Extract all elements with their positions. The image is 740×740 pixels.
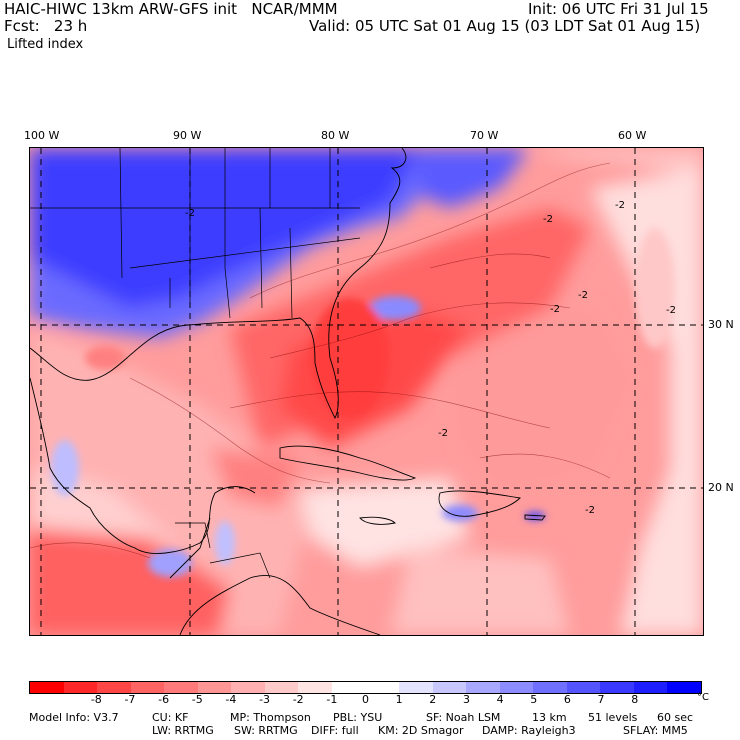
color-scale-tick-label: -6 xyxy=(158,693,170,706)
color-scale-tick-label: 2 xyxy=(429,693,437,706)
lon-label-60w: 60 W xyxy=(618,129,647,142)
model-info-mp: MP: Thompson xyxy=(230,711,311,724)
color-scale-tick-label: 1 xyxy=(395,693,403,706)
model-info-resolution: 13 km xyxy=(532,711,567,724)
lon-label-70w: 70 W xyxy=(470,129,499,142)
color-scale-swatch xyxy=(264,682,299,693)
color-scale-tick-label: -2 xyxy=(292,693,304,706)
color-scale-swatch xyxy=(130,682,165,693)
lon-label-90w: 90 W xyxy=(173,129,202,142)
color-scale-tick-label: 0 xyxy=(362,693,369,706)
color-scale-bar xyxy=(29,681,702,694)
model-info-pbl: PBL: YSU xyxy=(333,711,383,724)
coastlines xyxy=(30,148,546,635)
color-scale-swatch xyxy=(63,682,98,693)
color-scale-swatch xyxy=(499,682,534,693)
color-scale-tick-label: 3 xyxy=(462,693,470,706)
color-scale-tick-label: 8 xyxy=(631,693,639,706)
model-info-sflay: SFLAY: MM5 xyxy=(623,724,688,737)
valid-time: Valid: 05 UTC Sat 01 Aug 15 (03 LDT Sat … xyxy=(309,17,701,35)
init-time: Init: 06 UTC Fri 31 Jul 15 xyxy=(528,0,709,18)
lat-label-20n: 20 N xyxy=(708,481,734,494)
color-scale-tick-label: 7 xyxy=(597,693,605,706)
color-scale-tick-label: 5 xyxy=(530,693,538,706)
color-scale-tick-label: -5 xyxy=(191,693,203,706)
lifted-index-map: -2 -2 -2 -2 -2 -2 -2 -2 xyxy=(29,147,704,636)
shading-detail xyxy=(51,228,675,577)
contour-label: -2 xyxy=(615,200,625,211)
plot-title: HAIC-HIWC 13km ARW-GFS init NCAR/MMM xyxy=(4,0,338,18)
contour-label: -2 xyxy=(185,208,195,219)
color-scale-swatch xyxy=(566,682,601,693)
model-info-version: Model Info: V3.7 xyxy=(29,711,119,724)
contour-label: -2 xyxy=(543,214,553,225)
color-scale-swatch xyxy=(600,682,634,693)
contour-label: -2 xyxy=(666,305,676,316)
color-scale-swatch xyxy=(533,682,567,693)
color-scale-swatch xyxy=(97,682,131,693)
color-scale-tick-label: -3 xyxy=(259,693,271,706)
lon-label-100w: 100 W xyxy=(24,129,60,142)
contours xyxy=(30,162,611,559)
field-name: Lifted index xyxy=(7,37,84,52)
contour-label: -2 xyxy=(550,304,560,315)
color-scale-swatch xyxy=(331,682,366,693)
contour-label: -2 xyxy=(585,505,595,516)
color-scale-swatch xyxy=(164,682,198,693)
grid-lines xyxy=(30,148,703,635)
lon-label-80w: 80 W xyxy=(321,129,350,142)
color-scale-tick-label: -7 xyxy=(124,693,136,706)
contour-label: -2 xyxy=(578,290,588,301)
color-scale-swatch xyxy=(231,682,265,693)
color-scale-swatch xyxy=(667,682,701,693)
color-scale-swatch xyxy=(399,682,433,693)
model-info-diff: DIFF: full xyxy=(311,724,359,737)
color-scale-swatch xyxy=(197,682,232,693)
model-info-lw: LW: RRTMG xyxy=(152,724,214,737)
color-scale-swatch xyxy=(30,682,64,693)
lat-label-30n: 30 N xyxy=(708,318,734,331)
color-scale-swatch xyxy=(432,682,467,693)
model-info-cu: CU: KF xyxy=(152,711,189,724)
model-info-sw: SW: RRTMG xyxy=(234,724,298,737)
color-scale-tick-label: -4 xyxy=(225,693,237,706)
color-scale-tick-label: -8 xyxy=(90,693,102,706)
contour-label: -2 xyxy=(438,428,448,439)
color-scale-ticks: -8 -7 -6 -5 -4 -3 -2 -1 0 1 2 3 4 5 6 7 8 xyxy=(29,694,702,706)
color-scale-swatch xyxy=(365,682,400,693)
color-scale-swatch xyxy=(466,682,500,693)
color-scale-tick-label: -1 xyxy=(326,693,338,706)
model-info-damp: DAMP: Rayleigh3 xyxy=(482,724,576,737)
color-scale-unit: °C xyxy=(697,692,709,703)
color-scale-swatch xyxy=(633,682,668,693)
model-info-sf: SF: Noah LSM xyxy=(426,711,501,724)
contour-label-group: -2 -2 -2 -2 -2 -2 -2 -2 xyxy=(185,200,676,516)
model-info-levels: 51 levels xyxy=(588,711,638,724)
color-scale-tick-label: 4 xyxy=(496,693,504,706)
color-scale-swatch xyxy=(298,682,332,693)
model-info-km: KM: 2D Smagor xyxy=(378,724,464,737)
forecast-hour: Fcst: 23 h xyxy=(4,17,88,35)
model-info-timestep: 60 sec xyxy=(657,711,694,724)
color-scale-tick-label: 6 xyxy=(563,693,571,706)
